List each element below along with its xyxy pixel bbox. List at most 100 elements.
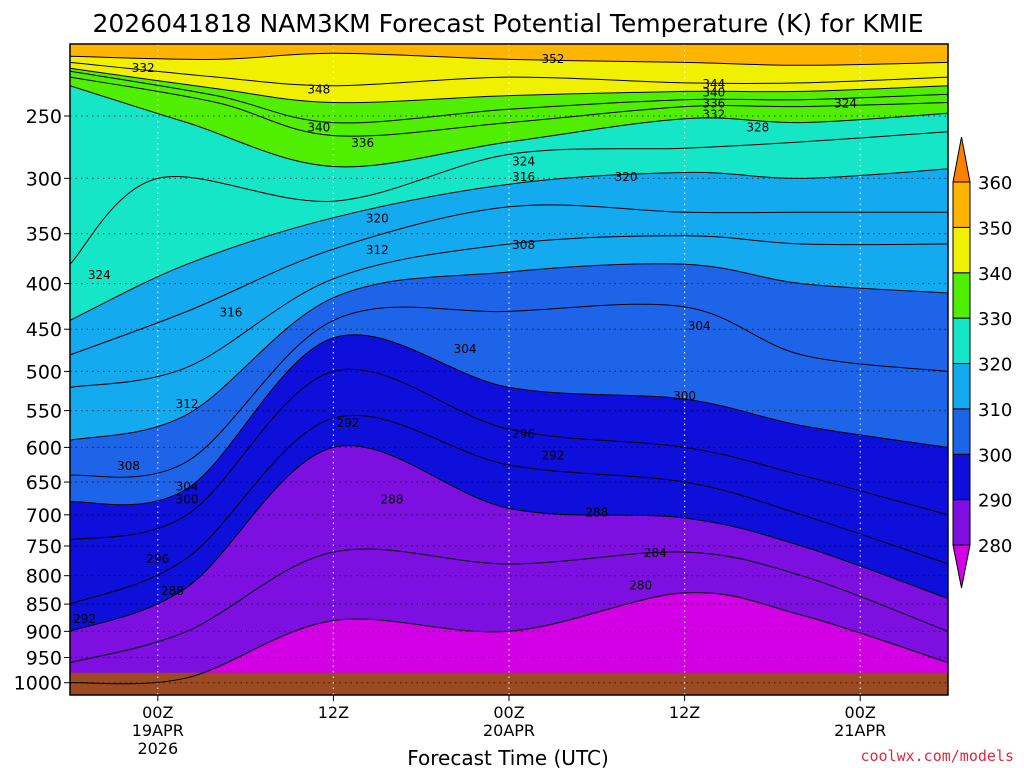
colorbar-label: 360: [978, 173, 1012, 194]
x-tick-label: 21APR: [834, 721, 886, 740]
contour-label: 292: [73, 612, 96, 626]
isentrope-320: [70, 168, 948, 321]
x-tick-label: 00Z: [493, 703, 524, 722]
colorbar-min-arrow: [952, 544, 971, 589]
contour-label: 288: [161, 584, 184, 598]
y-tick-label: 1000: [14, 673, 62, 695]
y-tick-label: 650: [26, 472, 62, 494]
contour-label: 300: [176, 493, 199, 507]
y-tick-label: 950: [26, 648, 62, 670]
colorbar-label: 280: [978, 536, 1012, 557]
contour-label: 348: [307, 83, 330, 97]
isentrope-332: [70, 76, 948, 137]
colorbar-segment: [952, 499, 971, 546]
y-tick-label: 350: [26, 224, 62, 246]
isentrope-312: [70, 235, 948, 388]
contour-label: 316: [220, 305, 243, 319]
contour-label: 336: [702, 96, 725, 110]
contour-labels: 3523443403363323483403363323283243243203…: [73, 52, 857, 626]
contour-label: 324: [88, 268, 111, 282]
colorbar-segment: [952, 226, 971, 274]
isentrope-288: [70, 445, 948, 632]
contour-label: 304: [176, 479, 199, 493]
contour-label: 316: [512, 170, 535, 184]
contour-label: 344: [702, 77, 725, 91]
y-tick-label: 550: [26, 401, 62, 423]
colorbar-segment: [952, 453, 971, 501]
y-tick-label: 750: [26, 536, 62, 558]
ground-surface: [70, 672, 948, 695]
contour-label: 320: [615, 170, 638, 184]
colorbar-segment: [952, 272, 971, 319]
colorbar-segment: [952, 181, 971, 228]
plot-area: [70, 44, 948, 695]
y-tick-label: 400: [26, 274, 62, 296]
isentrope-304: [70, 303, 948, 478]
isentrope-284: [70, 548, 948, 664]
y-tick-label: 450: [26, 319, 62, 341]
isentrope-336: [70, 70, 948, 124]
contour-label: 304: [454, 342, 477, 356]
colorbar: 280 290 300 310 320 330 340 350 360: [952, 136, 1012, 589]
isentrope-316: [70, 204, 948, 356]
isentrope-300: [70, 334, 948, 506]
y-tick-label: 300: [26, 168, 62, 190]
y-tick-label: 250: [26, 106, 62, 128]
isentrope-292: [70, 414, 948, 605]
contour-label: 308: [117, 459, 140, 473]
isentrope-280: [70, 592, 948, 685]
contour-label: 332: [702, 107, 725, 121]
y-axis: 250 300 350 400 450 500 550 600 650 700 750 800 850 9…: [14, 106, 70, 695]
credit-text: coolwx.com/models: [860, 747, 1014, 765]
isentrope-340: [70, 67, 948, 104]
contour-label: 292: [541, 448, 564, 462]
x-tick-label: 12Z: [318, 703, 349, 722]
x-tick-label: 20APR: [483, 721, 535, 740]
chart-title: 2026041818 NAM3KM Forecast Potential Tem…: [92, 9, 923, 38]
x-axis-title: Forecast Time (UTC): [407, 746, 609, 768]
contour-label: 296: [146, 552, 169, 566]
isentrope-296: [70, 368, 948, 541]
contour-label: 328: [746, 121, 769, 135]
y-tick-label: 850: [26, 594, 62, 616]
isentrope-308: [70, 263, 948, 441]
colorbar-label: 320: [978, 355, 1012, 376]
contour-label: 292: [337, 416, 360, 430]
contour-label: 312: [366, 243, 389, 257]
contour-label: 304: [688, 319, 711, 333]
colorbar-max-arrow: [952, 136, 971, 183]
contour-label: 352: [541, 52, 564, 66]
colorbar-segment: [952, 363, 971, 410]
y-tick-label: 800: [26, 566, 62, 588]
contour-label: 288: [380, 493, 403, 507]
color-fills: [70, 44, 948, 695]
isentrope-344: [70, 61, 948, 87]
contour-label: 312: [176, 397, 199, 411]
x-tick-label: 00Z: [142, 703, 173, 722]
contour-label: 280: [629, 578, 652, 592]
x-tick-label: 19APR: [132, 721, 184, 740]
contour-label: 296: [512, 427, 535, 441]
y-tick-label: 600: [26, 437, 62, 459]
colorbar-segment: [952, 408, 971, 455]
contour-label: 300: [673, 389, 696, 403]
contour-label: 308: [512, 238, 535, 252]
y-tick-label: 900: [26, 621, 62, 643]
isentrope-352: [70, 52, 948, 66]
colorbar-label: 350: [978, 218, 1012, 239]
contour-label: 340: [702, 85, 725, 99]
colorbar-segment: [952, 317, 971, 364]
colorbar-label: 330: [978, 309, 1012, 330]
contour-label: 288: [585, 506, 608, 520]
y-tick-label: 700: [26, 505, 62, 527]
contour-label: 332: [132, 61, 155, 75]
contour-label: 340: [307, 121, 330, 135]
colorbar-label: 310: [978, 400, 1012, 421]
contour-label: 324: [512, 154, 535, 168]
isentrope-324: [70, 131, 948, 265]
contour-label: 336: [351, 136, 374, 150]
colorbar-label: 340: [978, 264, 1012, 285]
colorbar-label: 290: [978, 491, 1012, 512]
